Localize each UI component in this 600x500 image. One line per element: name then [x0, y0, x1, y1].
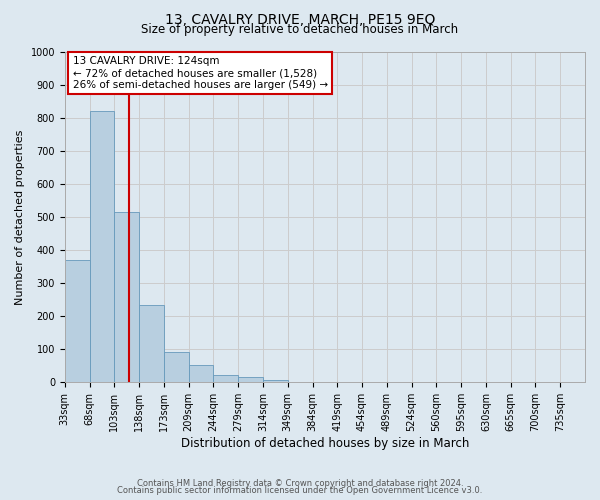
- Bar: [188, 365, 214, 382]
- Text: 13, CAVALRY DRIVE, MARCH, PE15 9EQ: 13, CAVALRY DRIVE, MARCH, PE15 9EQ: [165, 12, 435, 26]
- Bar: [214, 375, 238, 382]
- Bar: [263, 380, 288, 382]
- Text: Contains HM Land Registry data © Crown copyright and database right 2024.: Contains HM Land Registry data © Crown c…: [137, 478, 463, 488]
- Bar: [139, 304, 164, 382]
- Bar: [164, 352, 188, 382]
- X-axis label: Distribution of detached houses by size in March: Distribution of detached houses by size …: [181, 437, 469, 450]
- Text: 13 CAVALRY DRIVE: 124sqm
← 72% of detached houses are smaller (1,528)
26% of sem: 13 CAVALRY DRIVE: 124sqm ← 72% of detach…: [73, 56, 328, 90]
- Bar: [65, 260, 89, 382]
- Text: Contains public sector information licensed under the Open Government Licence v3: Contains public sector information licen…: [118, 486, 482, 495]
- Y-axis label: Number of detached properties: Number of detached properties: [15, 129, 25, 304]
- Bar: [89, 111, 115, 382]
- Bar: [115, 212, 139, 382]
- Bar: [238, 378, 263, 382]
- Text: Size of property relative to detached houses in March: Size of property relative to detached ho…: [142, 22, 458, 36]
